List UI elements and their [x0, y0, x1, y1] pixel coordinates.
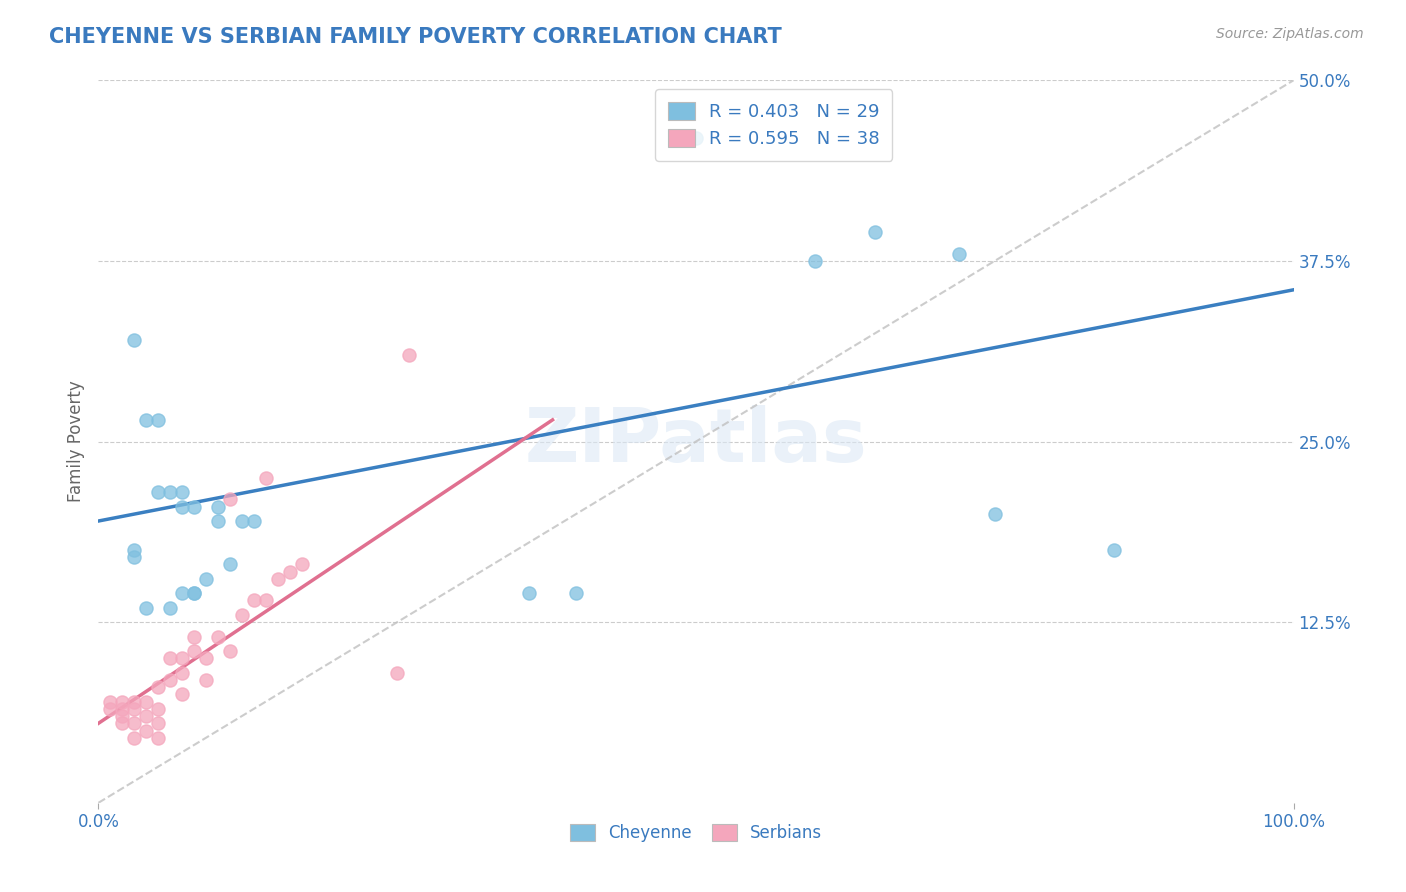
Point [135, 695, 157, 709]
Point [207, 630, 229, 644]
Point [124, 542, 146, 557]
Point [254, 593, 277, 607]
Point [195, 651, 218, 665]
Point [148, 731, 170, 745]
Legend: Cheyenne, Serbians: Cheyenne, Serbians [562, 817, 830, 848]
Point [111, 709, 134, 723]
Point [207, 514, 229, 528]
Point [159, 673, 181, 687]
Point [172, 665, 194, 680]
Point [124, 731, 146, 745]
Point [219, 644, 242, 658]
Point [398, 348, 420, 362]
Point [195, 673, 218, 687]
Point [159, 600, 181, 615]
Point [111, 702, 134, 716]
Point [207, 500, 229, 514]
Point [148, 485, 170, 500]
Point [267, 572, 290, 586]
Point [148, 716, 170, 731]
Point [135, 413, 157, 427]
Point [135, 709, 157, 723]
Point [172, 651, 194, 665]
Point [195, 572, 218, 586]
Point [565, 586, 588, 600]
Point [135, 723, 157, 738]
Point [135, 600, 157, 615]
Point [172, 485, 194, 500]
Point [172, 500, 194, 514]
Point [219, 492, 242, 507]
Point [148, 702, 170, 716]
Point [124, 334, 146, 348]
Y-axis label: Family Poverty: Family Poverty [66, 381, 84, 502]
Point [183, 644, 205, 658]
Point [172, 586, 194, 600]
Point [243, 514, 266, 528]
Point [254, 470, 277, 484]
Point [231, 514, 253, 528]
Point [1104, 542, 1126, 557]
Text: ZIPatlas: ZIPatlas [524, 405, 868, 478]
Point [111, 695, 134, 709]
Text: Source: ZipAtlas.com: Source: ZipAtlas.com [1216, 27, 1364, 41]
Point [219, 558, 242, 572]
Point [278, 565, 301, 579]
Point [172, 687, 194, 701]
Point [159, 651, 181, 665]
Point [98, 695, 122, 709]
Point [98, 702, 122, 716]
Point [124, 716, 146, 731]
Point [948, 246, 970, 260]
Point [124, 702, 146, 716]
Point [183, 586, 205, 600]
Point [865, 225, 887, 239]
Point [517, 586, 540, 600]
Point [685, 131, 707, 145]
Point [804, 253, 827, 268]
Point [984, 507, 1007, 521]
Point [183, 586, 205, 600]
Text: CHEYENNE VS SERBIAN FAMILY POVERTY CORRELATION CHART: CHEYENNE VS SERBIAN FAMILY POVERTY CORRE… [49, 27, 782, 46]
Point [148, 680, 170, 694]
Point [385, 665, 409, 680]
Point [124, 695, 146, 709]
Point [231, 607, 253, 622]
Point [111, 716, 134, 731]
Point [291, 558, 314, 572]
Point [183, 630, 205, 644]
Point [124, 550, 146, 565]
Point [183, 500, 205, 514]
Point [159, 485, 181, 500]
Point [148, 413, 170, 427]
Point [243, 593, 266, 607]
